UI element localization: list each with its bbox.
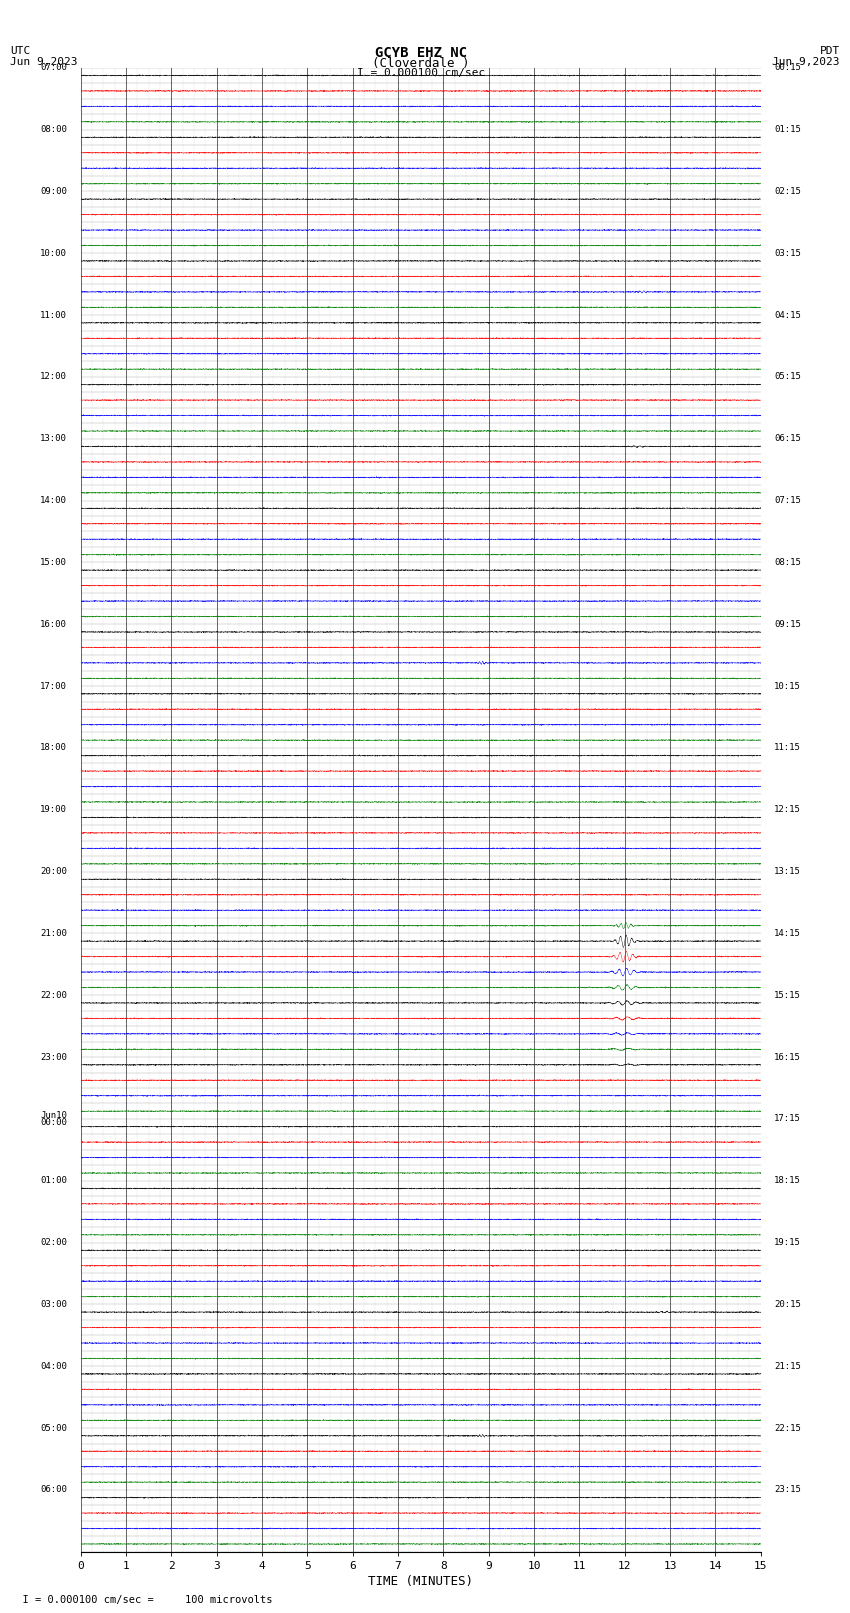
Text: 01:15: 01:15 bbox=[774, 126, 802, 134]
Text: 05:15: 05:15 bbox=[774, 373, 802, 381]
Text: 03:00: 03:00 bbox=[40, 1300, 67, 1308]
Text: GCYB EHZ NC: GCYB EHZ NC bbox=[375, 45, 467, 60]
Text: 13:00: 13:00 bbox=[40, 434, 67, 444]
Text: Jun10: Jun10 bbox=[40, 1110, 67, 1119]
Text: 22:15: 22:15 bbox=[774, 1424, 802, 1432]
Text: 21:00: 21:00 bbox=[40, 929, 67, 937]
Text: 08:15: 08:15 bbox=[774, 558, 802, 566]
Text: 08:00: 08:00 bbox=[40, 126, 67, 134]
Text: 02:15: 02:15 bbox=[774, 187, 802, 195]
Text: (Cloverdale ): (Cloverdale ) bbox=[372, 58, 469, 71]
Text: 20:15: 20:15 bbox=[774, 1300, 802, 1308]
Text: 13:15: 13:15 bbox=[774, 868, 802, 876]
Text: 09:00: 09:00 bbox=[40, 187, 67, 195]
Text: 12:15: 12:15 bbox=[774, 805, 802, 815]
Text: 10:00: 10:00 bbox=[40, 248, 67, 258]
Text: 15:00: 15:00 bbox=[40, 558, 67, 566]
Text: 09:15: 09:15 bbox=[774, 619, 802, 629]
Text: 19:15: 19:15 bbox=[774, 1239, 802, 1247]
Text: 17:00: 17:00 bbox=[40, 682, 67, 690]
Text: 06:00: 06:00 bbox=[40, 1486, 67, 1494]
Text: 04:15: 04:15 bbox=[774, 311, 802, 319]
Text: 21:15: 21:15 bbox=[774, 1361, 802, 1371]
Text: 22:00: 22:00 bbox=[40, 990, 67, 1000]
Text: 07:15: 07:15 bbox=[774, 497, 802, 505]
Text: 15:15: 15:15 bbox=[774, 990, 802, 1000]
Text: 03:15: 03:15 bbox=[774, 248, 802, 258]
Text: 04:00: 04:00 bbox=[40, 1361, 67, 1371]
Text: 18:15: 18:15 bbox=[774, 1176, 802, 1186]
X-axis label: TIME (MINUTES): TIME (MINUTES) bbox=[368, 1574, 473, 1587]
Text: 11:00: 11:00 bbox=[40, 311, 67, 319]
Text: 17:15: 17:15 bbox=[774, 1115, 802, 1123]
Text: PDT: PDT bbox=[819, 45, 840, 56]
Text: 01:00: 01:00 bbox=[40, 1176, 67, 1186]
Text: Jun 9,2023: Jun 9,2023 bbox=[10, 58, 77, 68]
Text: Jun 9,2023: Jun 9,2023 bbox=[773, 58, 840, 68]
Text: 23:15: 23:15 bbox=[774, 1486, 802, 1494]
Text: 02:00: 02:00 bbox=[40, 1239, 67, 1247]
Text: 19:00: 19:00 bbox=[40, 805, 67, 815]
Text: 16:00: 16:00 bbox=[40, 619, 67, 629]
Text: 14:00: 14:00 bbox=[40, 497, 67, 505]
Text: 05:00: 05:00 bbox=[40, 1424, 67, 1432]
Text: 12:00: 12:00 bbox=[40, 373, 67, 381]
Text: 11:15: 11:15 bbox=[774, 744, 802, 752]
Text: 23:00: 23:00 bbox=[40, 1053, 67, 1061]
Text: 06:15: 06:15 bbox=[774, 434, 802, 444]
Text: 00:15: 00:15 bbox=[774, 63, 802, 73]
Text: I = 0.000100 cm/sec: I = 0.000100 cm/sec bbox=[357, 68, 484, 77]
Text: 00:00: 00:00 bbox=[40, 1118, 67, 1127]
Text: 18:00: 18:00 bbox=[40, 744, 67, 752]
Text: UTC: UTC bbox=[10, 45, 31, 56]
Text: 14:15: 14:15 bbox=[774, 929, 802, 937]
Text: I = 0.000100 cm/sec =     100 microvolts: I = 0.000100 cm/sec = 100 microvolts bbox=[10, 1595, 273, 1605]
Text: 07:00: 07:00 bbox=[40, 63, 67, 73]
Text: 10:15: 10:15 bbox=[774, 682, 802, 690]
Text: 20:00: 20:00 bbox=[40, 868, 67, 876]
Text: 16:15: 16:15 bbox=[774, 1053, 802, 1061]
